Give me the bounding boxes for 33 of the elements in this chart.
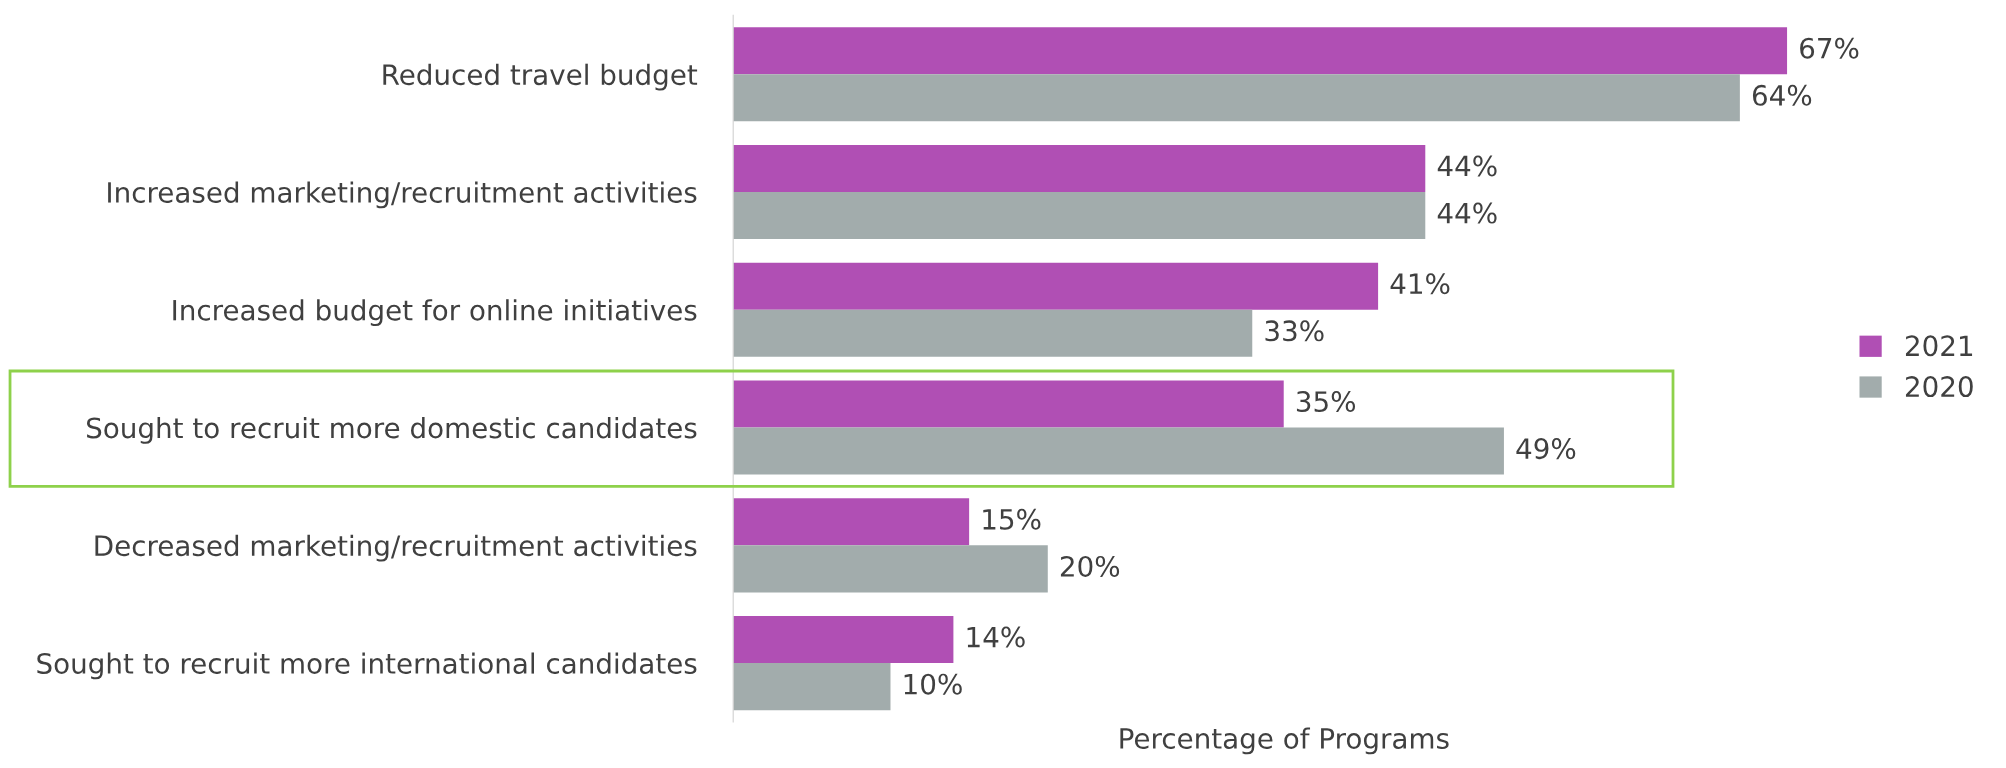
y-tick-label: Sought to recruit more international candidates	[37, 652, 697, 680]
x-axis-title: Percentage of Programs	[1120, 727, 1449, 755]
data-label: 15%	[983, 508, 1041, 530]
data-label: 49%	[1516, 438, 1576, 460]
bar	[733, 74, 1740, 122]
y-tick-label: Increased budget for online initiatives	[173, 299, 697, 327]
data-label: 44%	[1437, 155, 1497, 177]
data-label: 35%	[1296, 391, 1356, 413]
y-tick-label: Increased marketing/recruitment activities	[108, 181, 697, 209]
bar	[733, 545, 1048, 593]
bar	[733, 663, 891, 711]
data-label: 67%	[1800, 37, 1859, 59]
data-label: 33%	[1265, 320, 1324, 342]
data-label: 41%	[1390, 273, 1450, 295]
bar	[733, 144, 1426, 192]
bar	[733, 262, 1379, 310]
y-tick-label: Decreased marketing/recruitment activities	[95, 534, 697, 562]
bar	[733, 380, 1284, 428]
data-label: 20%	[1060, 555, 1120, 577]
bar	[733, 427, 1504, 475]
bar	[733, 309, 1253, 357]
legend-label: 2021	[1905, 335, 1973, 357]
data-label: 14%	[967, 626, 1025, 648]
bar	[733, 498, 970, 546]
data-label: 44%	[1437, 202, 1497, 224]
legend-label: 2020	[1905, 376, 1973, 398]
data-label: 10%	[904, 673, 962, 695]
data-label: 64%	[1752, 84, 1812, 106]
bar	[733, 27, 1788, 75]
bar	[733, 192, 1426, 240]
y-tick-label: Sought to recruit more domestic candidates	[87, 416, 697, 444]
y-tick-label: Reduced travel budget	[383, 63, 698, 91]
bar	[733, 615, 954, 664]
